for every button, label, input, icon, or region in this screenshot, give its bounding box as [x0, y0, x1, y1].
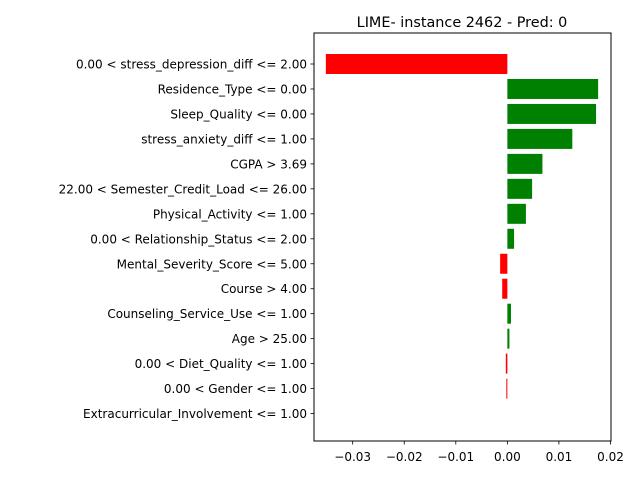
y-tick-label-12: 0.00 < Diet_Quality <= 1.00	[135, 357, 307, 371]
bar-7	[507, 228, 515, 249]
bar-13	[506, 378, 508, 399]
bar-0	[325, 54, 508, 74]
y-tick-label-10: Counseling_Service_Use <= 1.00	[107, 307, 307, 321]
x-tick-label-5: 0.02	[597, 450, 624, 464]
y-tick-label-14: Extracurricular_Involvement <= 1.00	[83, 407, 307, 421]
y-tick-label-2: Sleep_Quality <= 0.00	[170, 107, 307, 121]
y-tick-label-9: Course > 4.00	[221, 282, 307, 296]
bar-12	[505, 353, 508, 374]
y-tick-label-4: CGPA > 3.69	[230, 157, 307, 171]
y-tick-label-3: stress_anxiety_diff <= 1.00	[141, 132, 307, 146]
chart-title: LIME- instance 2462 - Pred: 0	[357, 15, 568, 31]
bar-9	[502, 278, 508, 299]
y-tick-label-13: 0.00 < Gender <= 1.00	[164, 382, 307, 396]
x-tick-label-2: −0.01	[437, 450, 474, 464]
y-tick-label-7: 0.00 < Relationship_Status <= 2.00	[90, 232, 307, 246]
bar-10	[507, 303, 511, 324]
y-tick-label-0: 0.00 < stress_depression_diff <= 2.00	[76, 58, 307, 72]
y-tick-label-8: Mental_Severity_Score <= 5.00	[117, 257, 307, 271]
bar-2	[507, 103, 597, 124]
bar-11	[507, 328, 510, 349]
bar-3	[507, 128, 573, 149]
bar-6	[507, 203, 526, 224]
x-tick-label-4: 0.01	[546, 450, 573, 464]
y-tick-label-5: 22.00 < Semester_Credit_Load <= 26.00	[59, 182, 307, 196]
plot-frame	[313, 32, 612, 442]
y-tick-label-1: Residence_Type <= 0.00	[158, 82, 307, 96]
bar-4	[507, 153, 543, 174]
bar-8	[500, 253, 508, 274]
x-tick-label-1: −0.02	[386, 450, 423, 464]
x-tick-label-0: −0.03	[334, 450, 371, 464]
y-tick-label-6: Physical_Activity <= 1.00	[153, 207, 307, 221]
bar-1	[507, 78, 599, 99]
bar-5	[507, 178, 533, 199]
y-tick-label-11: Age > 25.00	[232, 332, 307, 346]
x-tick-label-3: 0.00	[494, 450, 521, 464]
